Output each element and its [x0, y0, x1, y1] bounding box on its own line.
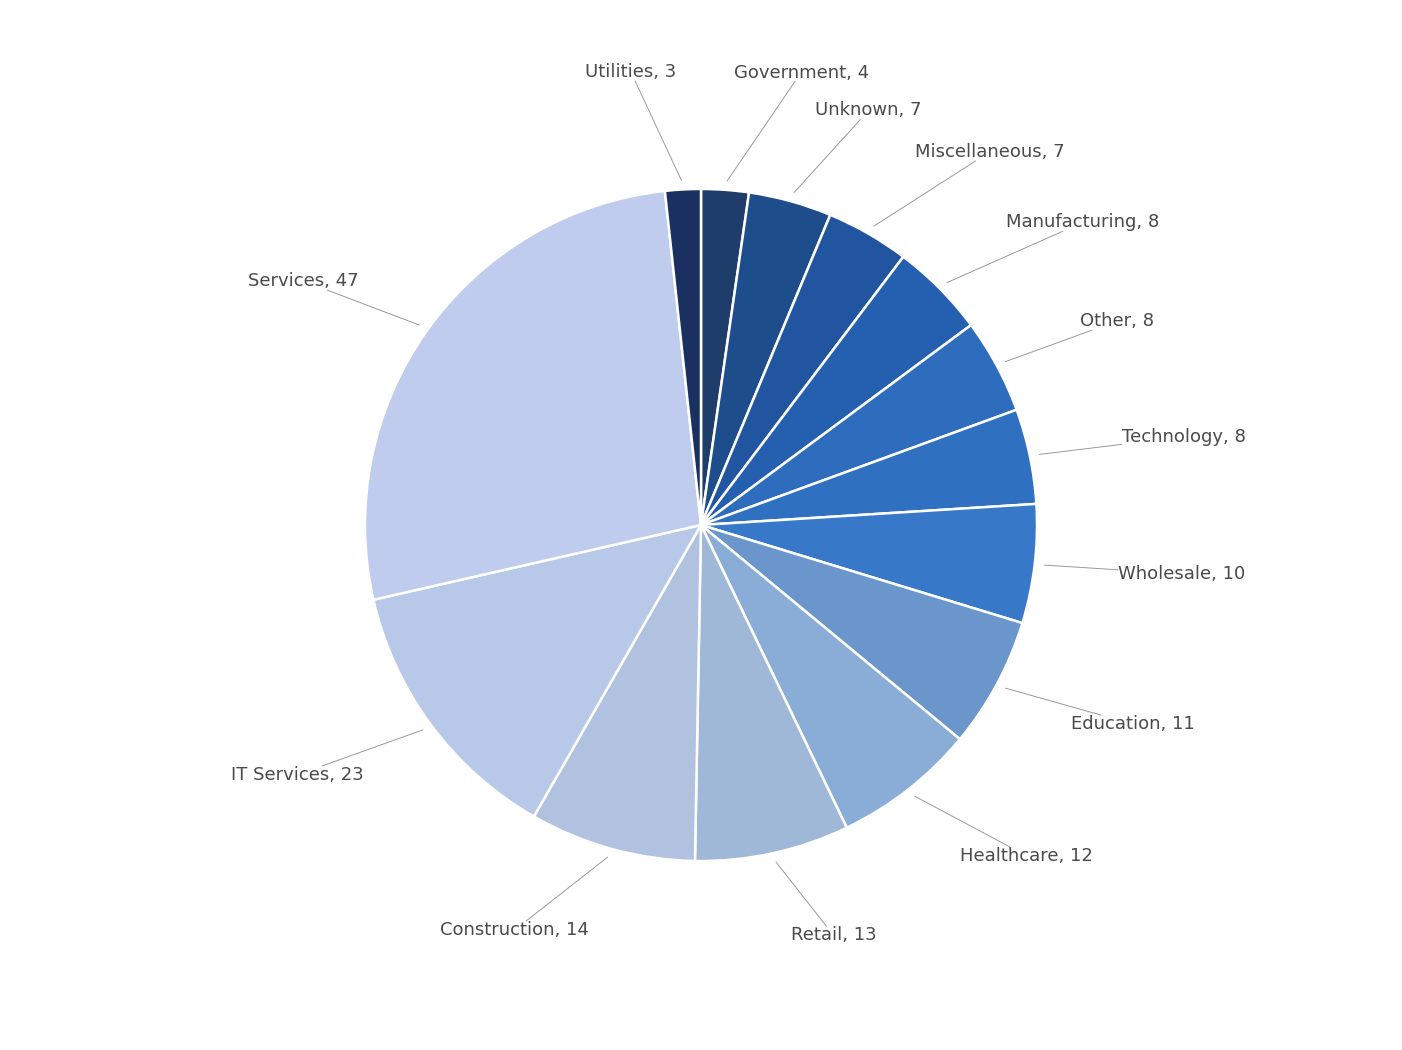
Text: Education, 11: Education, 11 — [1005, 688, 1195, 733]
Wedge shape — [701, 257, 972, 525]
Text: Miscellaneous, 7: Miscellaneous, 7 — [873, 143, 1064, 226]
Text: Healthcare, 12: Healthcare, 12 — [914, 796, 1092, 865]
Wedge shape — [365, 191, 701, 600]
Wedge shape — [701, 189, 749, 525]
Text: Other, 8: Other, 8 — [1005, 312, 1154, 361]
Wedge shape — [701, 192, 830, 525]
Wedge shape — [701, 525, 1022, 739]
Wedge shape — [695, 525, 847, 861]
Wedge shape — [701, 504, 1037, 623]
Wedge shape — [665, 189, 701, 525]
Wedge shape — [701, 326, 1016, 525]
Text: Unknown, 7: Unknown, 7 — [794, 102, 923, 192]
Wedge shape — [701, 215, 903, 525]
Wedge shape — [534, 525, 701, 861]
Text: Retail, 13: Retail, 13 — [775, 862, 876, 944]
Text: Services, 47: Services, 47 — [248, 272, 419, 326]
Text: Government, 4: Government, 4 — [728, 64, 869, 181]
Text: Construction, 14: Construction, 14 — [440, 857, 607, 939]
Text: IT Services, 23: IT Services, 23 — [231, 730, 423, 784]
Text: Wholesale, 10: Wholesale, 10 — [1044, 565, 1245, 583]
Text: Technology, 8: Technology, 8 — [1039, 427, 1246, 455]
Text: Utilities, 3: Utilities, 3 — [585, 63, 681, 181]
Text: Manufacturing, 8: Manufacturing, 8 — [946, 213, 1159, 282]
Wedge shape — [373, 525, 701, 817]
Wedge shape — [701, 410, 1036, 525]
Wedge shape — [701, 525, 960, 827]
